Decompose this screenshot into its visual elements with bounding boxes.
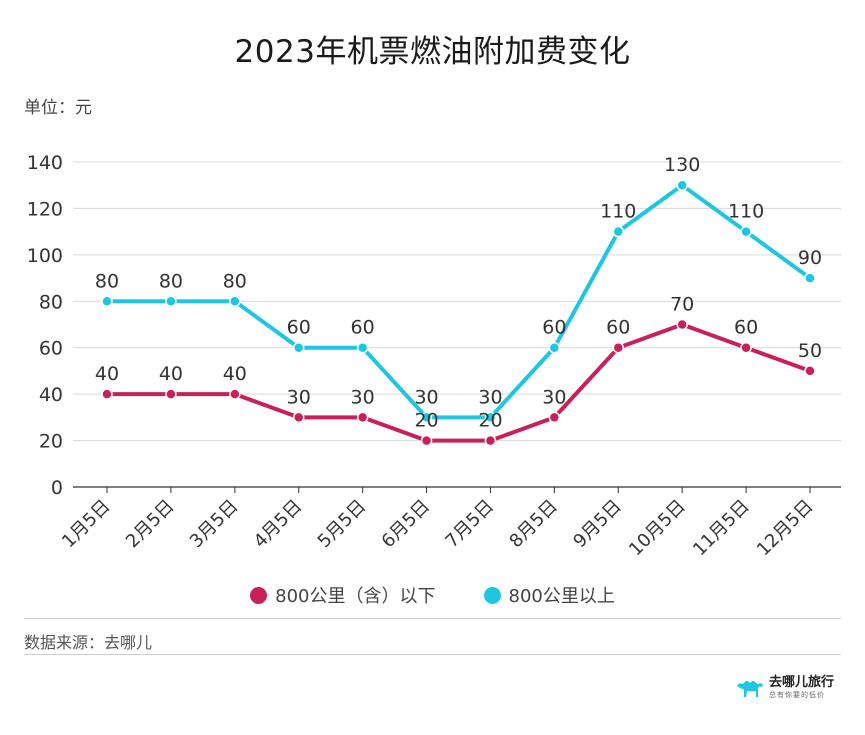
- legend-label-below-800: 800公里（含）以下: [275, 586, 436, 607]
- series-1-data-label-8: 110: [600, 201, 636, 223]
- series-1-point-10: [740, 225, 752, 238]
- series-1-data-label-1: 80: [159, 270, 183, 292]
- series-1-data-label-7: 60: [542, 317, 566, 339]
- series-0-point-10: [740, 341, 752, 354]
- brand-logo: 去哪儿旅行 总有你要的低价: [735, 676, 834, 699]
- x-tick-label-0: 1月5日: [58, 496, 115, 553]
- logo-name: 去哪儿旅行: [769, 675, 835, 690]
- y-tick-label-100: 100: [27, 245, 63, 267]
- divider-bottom: [24, 654, 841, 655]
- series-0-point-7: [548, 411, 561, 424]
- series-1-point-5: [420, 411, 433, 424]
- series-1-data-label-3: 60: [287, 317, 311, 339]
- series-1-data-label-5: 30: [414, 386, 438, 408]
- camel-icon: [737, 680, 763, 697]
- legend-item-above-800: 800公里以上: [483, 582, 615, 608]
- y-tick-label-140: 140: [27, 152, 63, 174]
- series-1-point-0: [101, 295, 113, 308]
- x-tick-label-1: 2月5日: [122, 496, 179, 553]
- series-1-point-2: [229, 295, 241, 308]
- series-1-data-label-2: 80: [223, 270, 247, 292]
- logo-tagline: 总有你要的低价: [769, 691, 825, 699]
- legend-marker-below-800: [250, 586, 268, 604]
- y-tick-label-40: 40: [39, 384, 63, 406]
- series-1-point-7: [548, 341, 561, 354]
- series-0-point-2: [229, 388, 241, 400]
- series-0-data-label-5: 20: [414, 410, 438, 432]
- series-layer: [101, 179, 816, 447]
- series-1-data-label-6: 30: [478, 386, 502, 408]
- series-1-data-label-0: 80: [95, 270, 119, 292]
- series-0-point-1: [165, 388, 177, 400]
- series-0-data-label-1: 40: [159, 363, 183, 385]
- series-1-data-label-11: 90: [798, 247, 822, 269]
- series-1-point-8: [612, 225, 625, 238]
- series-0-data-label-0: 40: [95, 363, 119, 385]
- series-1-data-label-9: 130: [664, 154, 700, 176]
- series-0-data-label-4: 30: [351, 386, 375, 408]
- unit-label: 单位：元: [24, 98, 92, 118]
- divider-top: [24, 618, 841, 619]
- series-0-data-label-11: 50: [798, 340, 822, 362]
- series-1-point-4: [356, 341, 369, 354]
- x-tick-label-9: 10月5日: [625, 496, 690, 561]
- series-0-point-3: [292, 411, 305, 424]
- series-0-data-label-2: 40: [223, 363, 247, 385]
- series-0-point-6: [484, 434, 497, 447]
- series-0-data-label-9: 70: [670, 294, 694, 316]
- series-0-point-5: [420, 434, 433, 447]
- series-1-point-1: [165, 295, 177, 308]
- series-0-data-label-6: 20: [478, 410, 502, 432]
- series-1-point-3: [292, 341, 305, 354]
- legend: 800公里（含）以下 800公里以上: [0, 582, 865, 608]
- y-tick-label-0: 0: [51, 477, 63, 499]
- x-tick-label-11: 12月5日: [753, 496, 818, 561]
- series-1-data-label-10: 110: [728, 201, 764, 223]
- source-label: 数据来源：去哪儿: [24, 633, 153, 652]
- x-tick-label-5: 6月5日: [378, 496, 435, 553]
- legend-item-below-800: 800公里（含）以下: [250, 582, 436, 608]
- x-tick-label-3: 4月5日: [250, 496, 307, 553]
- series-0-point-9: [676, 318, 688, 331]
- series-1-point-11: [804, 272, 816, 284]
- series-0-data-label-8: 60: [606, 317, 630, 339]
- series-0-point-0: [101, 388, 113, 400]
- series-0-data-label-7: 30: [542, 386, 566, 408]
- series-1-point-6: [484, 411, 497, 424]
- x-tick-label-4: 5月5日: [314, 496, 371, 553]
- x-tick-label-8: 9月5日: [569, 496, 626, 553]
- series-0-point-4: [356, 411, 369, 424]
- series-0-data-label-3: 30: [287, 386, 311, 408]
- y-tick-label-20: 20: [39, 431, 63, 453]
- series-0-data-label-10: 60: [734, 317, 758, 339]
- y-tick-label-80: 80: [39, 291, 63, 313]
- series-line-1: [105, 183, 812, 420]
- series-1-data-label-4: 60: [351, 317, 375, 339]
- series-line-0: [105, 322, 812, 443]
- x-tick-label-6: 7月5日: [441, 496, 498, 553]
- y-tick-label-120: 120: [27, 198, 63, 220]
- x-tick-label-7: 8月5日: [505, 496, 562, 553]
- x-tick-label-10: 11月5日: [689, 496, 754, 561]
- x-tick-label-2: 3月5日: [186, 496, 243, 553]
- series-0-point-11: [804, 365, 816, 377]
- series-1-point-9: [676, 179, 688, 191]
- chart-title: 2023年机票燃油附加费变化: [234, 34, 631, 70]
- legend-marker-above-800: [483, 586, 501, 604]
- line-chart: 0 20 40 60 80 100 120 140 1月5日 2月5日 3月5日 4月5日 5月5日 6月…: [27, 152, 841, 561]
- legend-label-above-800: 800公里以上: [508, 586, 615, 607]
- y-tick-label-60: 60: [39, 338, 63, 360]
- series-0-point-8: [612, 341, 625, 354]
